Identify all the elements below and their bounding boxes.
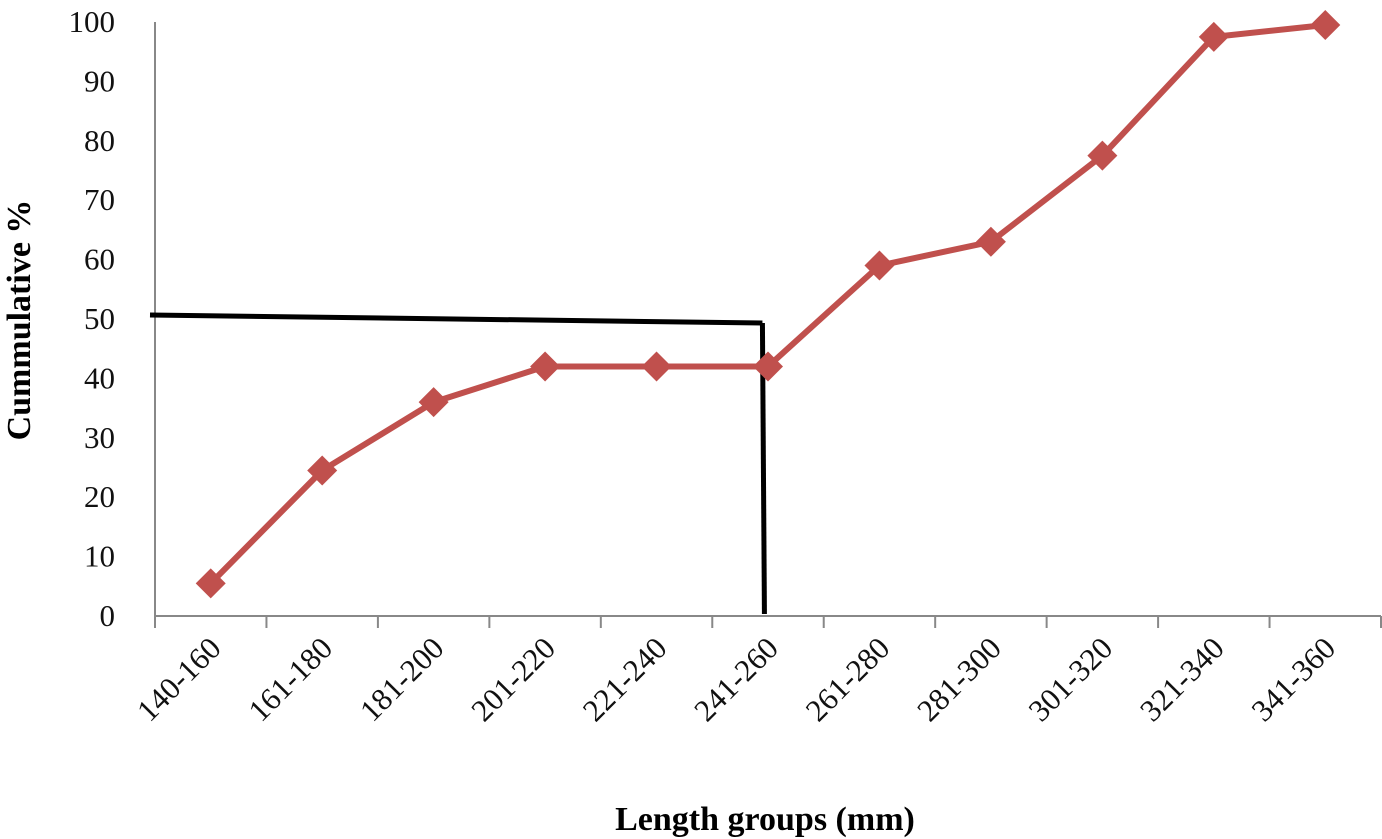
x-tick-label: 161-180 — [241, 630, 339, 728]
y-axis-title: Cummulative % — [1, 200, 38, 441]
x-tick-labels: 140-160 161-180 181-200 201-220 221-240 241-2… — [130, 630, 1342, 728]
data-point-marker — [530, 351, 561, 382]
series-cumulative — [195, 9, 1341, 599]
x-tick-marks — [154, 616, 1382, 628]
data-point-marker — [975, 226, 1006, 257]
y-tick-label: 90 — [84, 63, 115, 98]
data-point-marker — [418, 387, 449, 418]
y-tick-label: 50 — [84, 301, 115, 336]
reference-line-horizontal — [149, 312, 763, 326]
y-tick-label: 70 — [84, 182, 115, 217]
x-tick-label: 261-280 — [799, 630, 897, 728]
x-tick-label: 201-220 — [464, 630, 562, 728]
x-axis: 140-160 161-180 181-200 201-220 221-240 241-2… — [130, 615, 1382, 728]
data-point-marker — [864, 250, 895, 281]
x-axis-title: Length groups (mm) — [615, 801, 915, 838]
data-point-marker — [641, 351, 672, 382]
y-tick-label: 30 — [84, 420, 115, 455]
y-tick-label: 0 — [100, 598, 116, 633]
data-point-marker — [1198, 21, 1229, 52]
x-tick-label: 221-240 — [576, 630, 674, 728]
data-point-marker — [307, 455, 338, 486]
y-tick-label: 80 — [84, 123, 115, 158]
y-tick-labels: 0 10 20 30 40 50 60 70 80 90 100 — [69, 4, 116, 633]
x-tick-label: 140-160 — [130, 630, 228, 728]
x-tick-label: 341-360 — [1244, 630, 1342, 728]
y-axis: 0 10 20 30 40 50 60 70 80 90 100 — [69, 4, 156, 633]
x-tick-label: 241-260 — [687, 630, 785, 728]
x-tick-label: 181-200 — [353, 630, 451, 728]
y-tick-label: 40 — [84, 360, 115, 395]
median-reference-lines — [149, 312, 767, 615]
x-tick-label: 321-340 — [1133, 630, 1231, 728]
y-tick-label: 100 — [69, 4, 116, 39]
x-tick-label: 301-320 — [1022, 630, 1120, 728]
series-line — [207, 21, 1329, 587]
data-point-marker — [195, 568, 226, 599]
y-tick-label: 60 — [84, 242, 115, 277]
x-tick-label: 281-300 — [910, 630, 1008, 728]
data-point-marker — [753, 351, 783, 382]
y-tick-label: 20 — [84, 479, 115, 514]
y-tick-label: 10 — [84, 539, 115, 574]
data-point-marker — [1087, 140, 1118, 171]
data-point-marker — [1310, 9, 1341, 40]
